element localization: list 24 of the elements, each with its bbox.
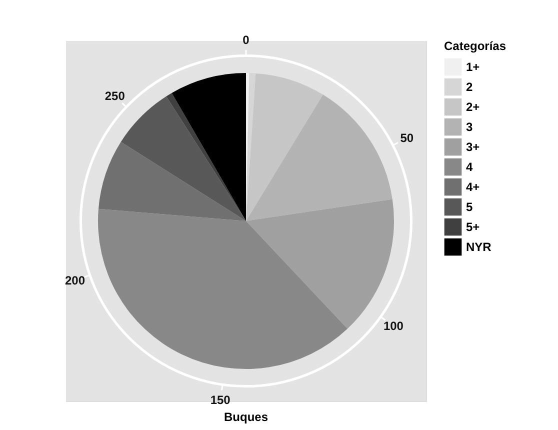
- legend-label: 5: [466, 200, 473, 214]
- legend-label: 2+: [466, 100, 480, 114]
- legend-label: 4: [466, 160, 473, 174]
- pie-slice: [172, 73, 246, 221]
- text: 200: [64, 273, 86, 288]
- text: 100: [383, 318, 404, 333]
- legend-label: 3: [466, 120, 473, 134]
- text: 50: [400, 131, 414, 146]
- pie-slice: [246, 94, 392, 221]
- legend-label: 2: [466, 80, 473, 94]
- legend-label: 5+: [466, 220, 480, 234]
- pie-slice: [246, 73, 324, 221]
- legend-label: 1+: [466, 60, 480, 74]
- pie-slice: [98, 208, 348, 369]
- legend-title: Categorías: [444, 39, 506, 53]
- pie-slice: [166, 92, 246, 221]
- pie-slice: [98, 142, 246, 221]
- legend-label: 4+: [466, 180, 480, 194]
- text: 0: [242, 33, 250, 47]
- legend-label: 3+: [466, 140, 480, 154]
- text: Buques: [224, 410, 268, 424]
- text: 150: [210, 393, 231, 408]
- text: 250: [104, 89, 126, 104]
- legend-label: NYR: [466, 240, 492, 254]
